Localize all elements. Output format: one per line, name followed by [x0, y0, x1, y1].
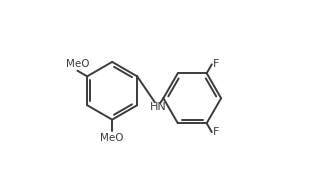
Text: F: F — [213, 127, 219, 137]
Text: MeO: MeO — [66, 59, 89, 69]
Text: HN: HN — [149, 102, 166, 112]
Text: MeO: MeO — [100, 133, 124, 143]
Text: F: F — [213, 59, 219, 69]
